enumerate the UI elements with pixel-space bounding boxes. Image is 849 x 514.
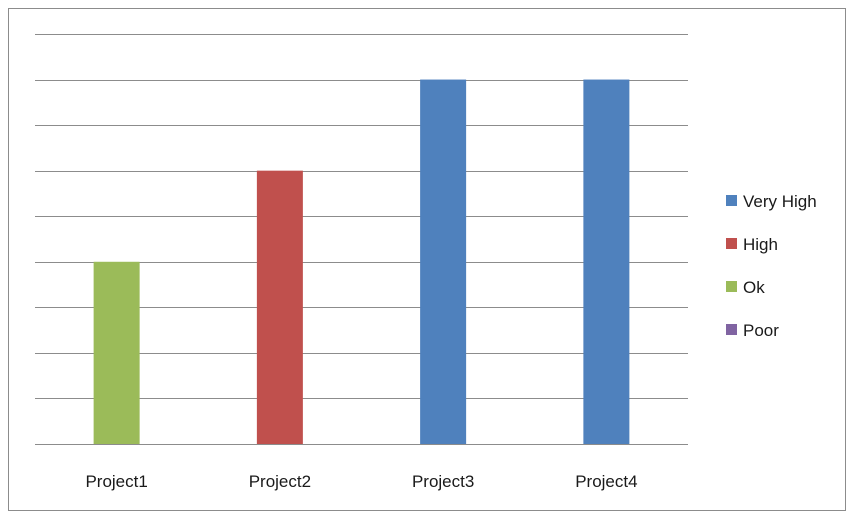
legend-swatch [726, 238, 737, 249]
gridlines [35, 34, 688, 445]
x-tick-label: Project3 [412, 472, 474, 491]
legend-label: Very High [743, 192, 817, 211]
legend-label: Ok [743, 278, 765, 297]
x-tick-label: Project4 [575, 472, 637, 491]
bars [93, 79, 630, 445]
legend: Very High High Ok Poor [726, 192, 817, 340]
legend-label: High [743, 235, 778, 254]
x-tick-labels: Project1 Project2 Project3 Project4 [85, 472, 637, 491]
x-tick-label: Project2 [249, 472, 311, 491]
legend-swatch [726, 195, 737, 206]
bar-project2-high [256, 170, 303, 444]
legend-swatch [726, 281, 737, 292]
legend-swatch [726, 324, 737, 335]
legend-label: Poor [743, 321, 779, 340]
bar-project1-ok [93, 261, 140, 444]
bar-project3-very-high [420, 79, 467, 445]
bar-project4-very-high [583, 79, 630, 445]
x-tick-label: Project1 [85, 472, 147, 491]
